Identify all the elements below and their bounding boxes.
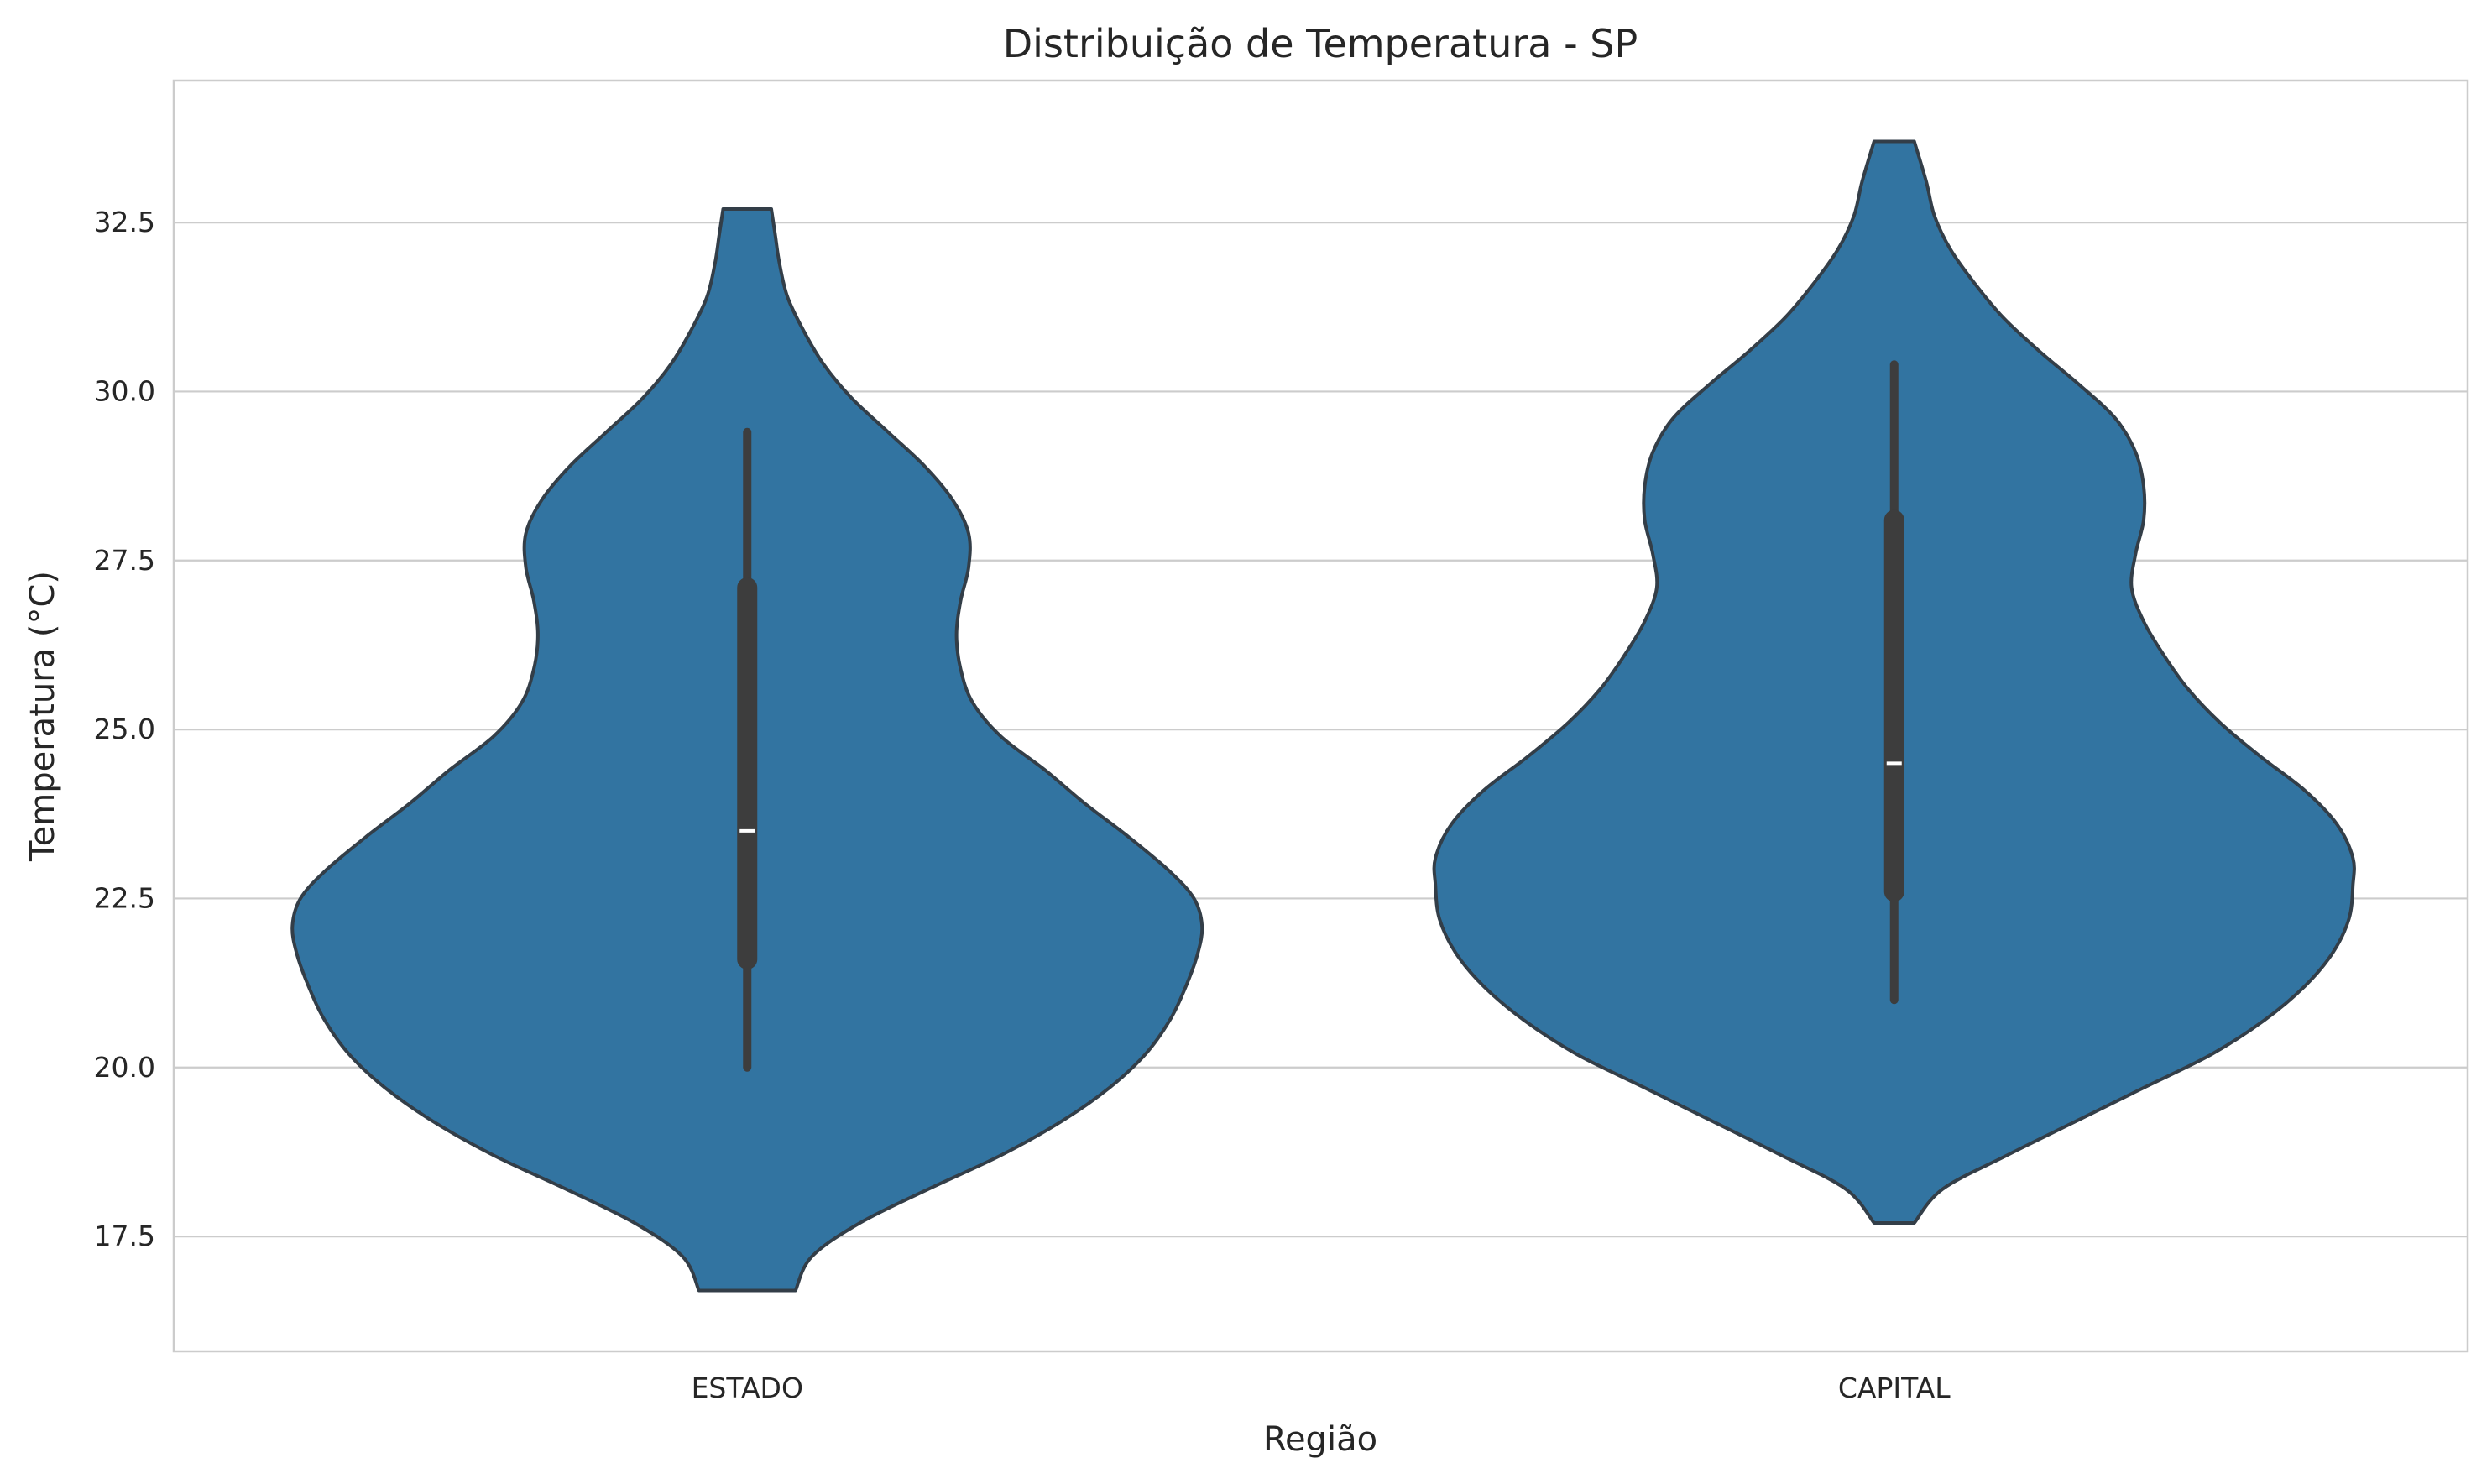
y-tick-label: 22.5 <box>94 881 155 914</box>
x-axis-label: Região <box>1263 1420 1377 1459</box>
y-tick-label: 27.5 <box>94 544 155 577</box>
x-tick-label: CAPITAL <box>1838 1372 1951 1404</box>
violin-estado <box>290 207 1204 1293</box>
x-tick-labels: ESTADO CAPITAL <box>692 1372 1951 1404</box>
y-tick-label: 30.0 <box>94 374 155 407</box>
y-axis-label: Temperatura (°C) <box>24 571 62 862</box>
violin-capital <box>1432 139 2356 1225</box>
y-tick-label: 25.0 <box>94 713 155 745</box>
y-tick-labels: 17.5 20.0 22.5 25.0 27.5 30.0 32.5 <box>94 206 155 1252</box>
x-tick-label: ESTADO <box>692 1372 803 1404</box>
chart-title: Distribuição de Temperatura - SP <box>1003 21 1638 66</box>
y-tick-label: 32.5 <box>94 206 155 238</box>
y-tick-label: 20.0 <box>94 1051 155 1084</box>
y-tick-label: 17.5 <box>94 1220 155 1252</box>
plot-frame <box>172 79 2469 1353</box>
violins <box>290 139 2356 1293</box>
